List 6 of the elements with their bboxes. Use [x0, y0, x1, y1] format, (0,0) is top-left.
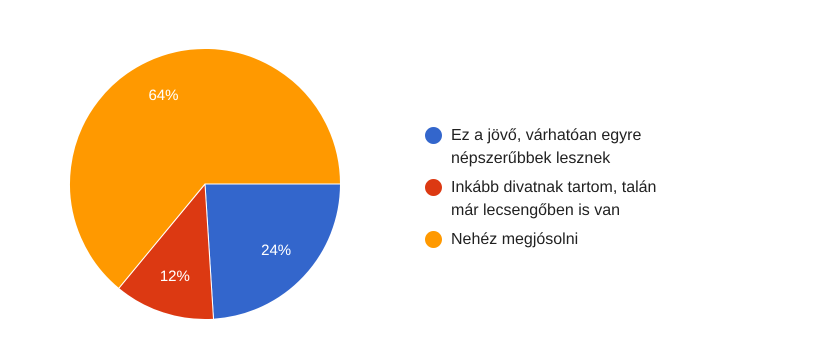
data-label: 64%	[148, 86, 178, 104]
data-label: 12%	[160, 268, 190, 285]
legend-label: Inkább divatnak tartom, talán már lecsengőben is van	[451, 178, 658, 221]
data-label: 24%	[261, 242, 292, 259]
legend-label: Ez a jövő, várhatóan egyre népszerűbbek lesznek	[451, 126, 642, 169]
legend-label: Nehéz megjósolni	[451, 230, 578, 250]
